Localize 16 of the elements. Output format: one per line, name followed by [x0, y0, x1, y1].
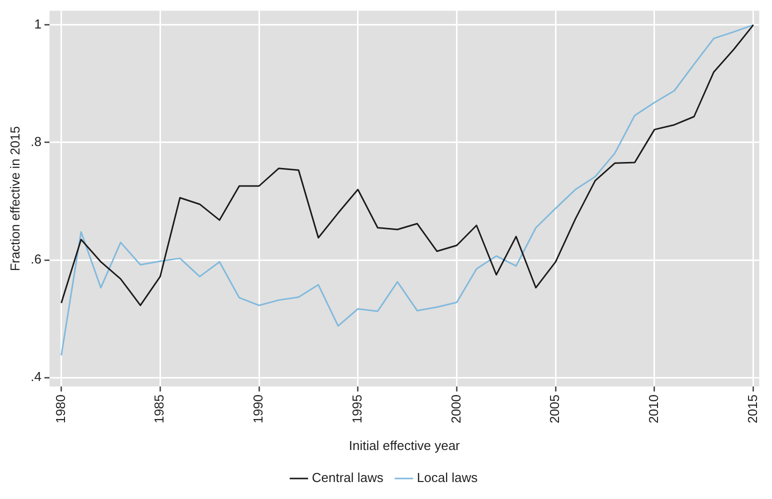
legend-label: Central laws — [312, 470, 384, 486]
x-tick-label: 1995 — [349, 394, 364, 424]
y-tick-label: .6 — [30, 252, 42, 267]
y-tick-label: .8 — [30, 134, 42, 150]
x-tick-label: 1985 — [152, 394, 167, 424]
x-tick-label: 1990 — [250, 394, 266, 424]
y-tick-label: 1 — [34, 16, 42, 32]
legend-label: Local laws — [416, 470, 478, 486]
y-tick-label: .4 — [30, 369, 42, 384]
x-tick-label: 2000 — [448, 394, 464, 424]
y-axis-title: Fraction effective in 2015 — [7, 126, 22, 272]
x-tick-label: 2010 — [646, 394, 662, 424]
x-tick-label: 1980 — [52, 394, 68, 424]
x-axis-title: Initial effective year — [348, 438, 461, 453]
x-tick-label: 2015 — [744, 394, 760, 424]
x-tick-label: 2005 — [547, 394, 562, 424]
